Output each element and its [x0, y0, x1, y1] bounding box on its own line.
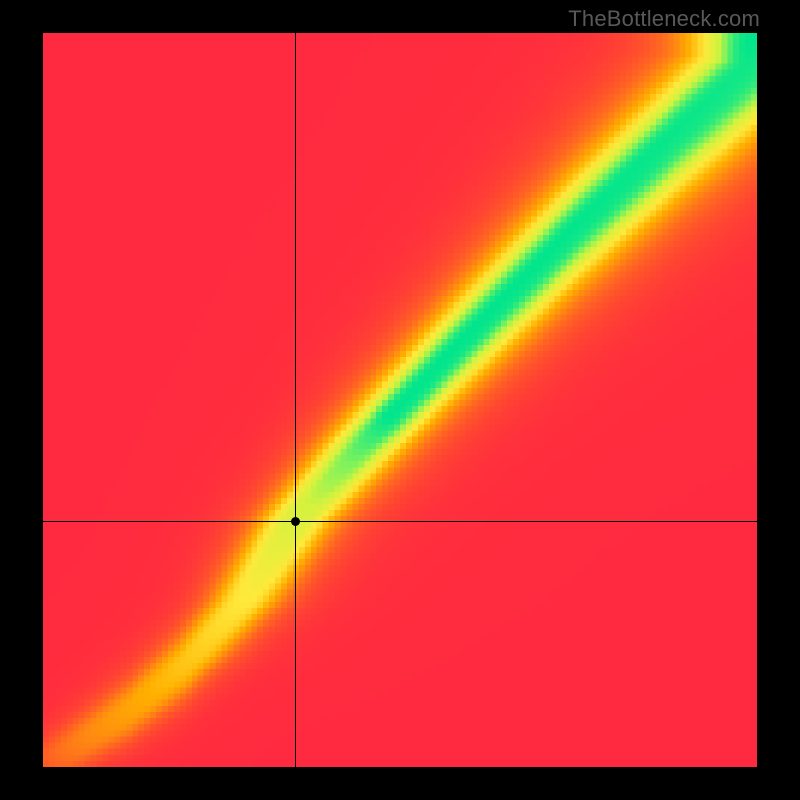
crosshair-horizontal-line	[43, 521, 757, 522]
watermark-text: TheBottleneck.com	[568, 6, 760, 32]
crosshair-vertical-line	[295, 33, 296, 767]
heatmap-canvas	[43, 33, 757, 767]
crosshair-marker-dot	[291, 517, 300, 526]
bottleneck-heatmap-plot	[43, 33, 757, 767]
page-root: TheBottleneck.com	[0, 0, 800, 800]
